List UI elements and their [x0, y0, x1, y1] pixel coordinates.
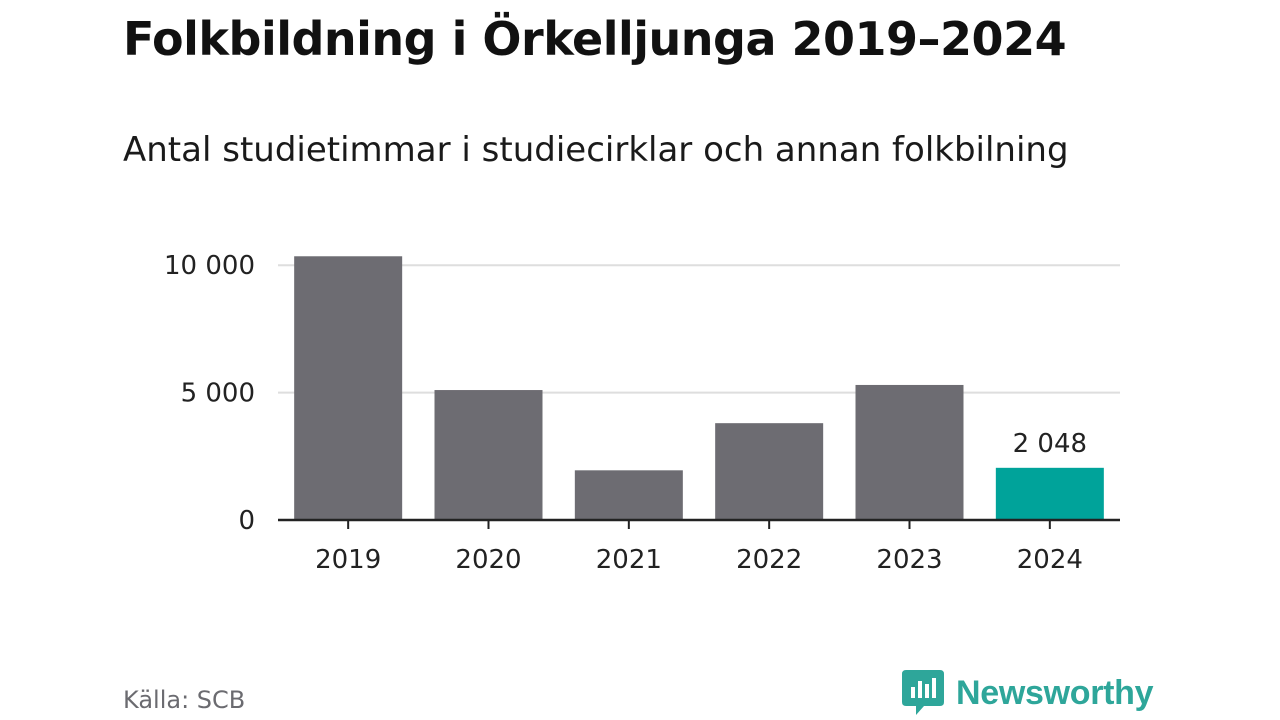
brand-logo: Newsworthy — [902, 670, 1154, 716]
y-tick-label: 5 000 — [181, 379, 255, 409]
x-tick-label: 2024 — [1017, 545, 1083, 575]
bar — [574, 470, 683, 520]
bar — [855, 384, 964, 520]
x-tick-label: 2021 — [596, 545, 662, 575]
bar — [294, 256, 403, 520]
chart-title: Folkbildning i Örkelljunga 2019–2024 — [123, 12, 1067, 66]
bar — [434, 390, 543, 520]
x-tick-label: 2020 — [455, 545, 521, 575]
data-label: 2 048 — [1013, 429, 1087, 459]
chart-subtitle: Antal studietimmar i studiecirklar och a… — [123, 130, 1069, 170]
x-tick-label: 2019 — [315, 545, 381, 575]
bar — [715, 423, 824, 520]
x-tick-label: 2023 — [876, 545, 942, 575]
bar — [995, 467, 1104, 520]
x-tick-label: 2022 — [736, 545, 802, 575]
newsworthy-logo-icon — [902, 670, 944, 715]
brand-name: Newsworthy — [956, 673, 1154, 712]
source-note: Källa: SCB — [123, 686, 246, 714]
y-tick-label: 0 — [238, 506, 255, 536]
y-tick-label: 10 000 — [164, 251, 255, 281]
